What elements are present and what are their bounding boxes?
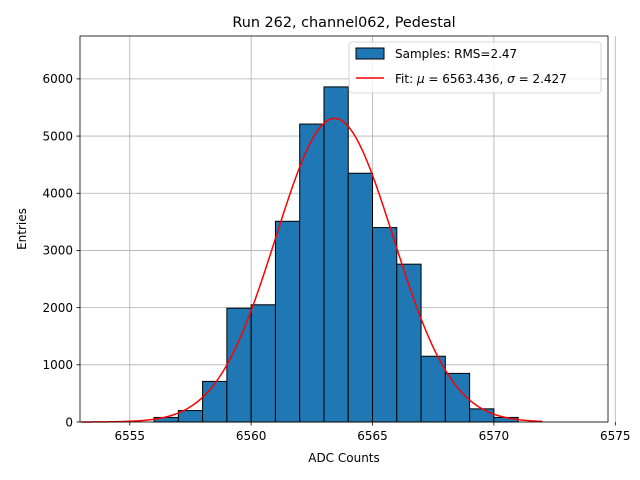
gaussian-fit-line (81, 117, 543, 423)
histogram-bar (372, 227, 398, 423)
x-axis: 6555 6560 6565 6570 6575 (114, 422, 631, 443)
histogram-bar (250, 304, 276, 423)
histogram-bar (347, 172, 374, 423)
histogram-bar (323, 86, 349, 423)
histogram-bar (299, 123, 325, 423)
x-tick-label: 6570 (479, 429, 510, 443)
chart-title: Run 262, channel062, Pedestal (232, 15, 455, 31)
legend-fit-sigma-symbol: σ (507, 72, 515, 86)
x-tick-label: 6555 (114, 429, 145, 443)
x-tick-label: 6565 (357, 429, 388, 443)
legend-fit-mu-value: = 6563.436, (425, 72, 508, 86)
x-axis-label: ADC Counts (308, 451, 380, 465)
y-tick-label: 5000 (42, 129, 73, 143)
legend-fit-mu-symbol: μ (416, 72, 425, 86)
legend-samples-swatch (355, 47, 385, 60)
y-tick-label: 3000 (42, 244, 73, 258)
histogram-bars (153, 86, 519, 423)
legend-box (348, 41, 602, 94)
legend-fit-sigma-value: = 2.427 (515, 72, 567, 86)
histogram-bar (396, 263, 422, 423)
histogram-bar (420, 355, 446, 423)
y-tick-label: 6000 (42, 72, 73, 86)
legend-samples-label: Samples: RMS=2.47 (395, 47, 517, 61)
y-axis: 0 1000 2000 3000 4000 5000 6000 (42, 72, 80, 429)
y-axis-label: Entries (15, 208, 29, 250)
legend: Samples: RMS=2.47 Fit: μ = 6563.436, σ =… (348, 41, 602, 94)
histogram-bar (202, 380, 228, 423)
histogram-bar (274, 220, 301, 423)
legend-fit-prefix: Fit: (395, 72, 417, 86)
y-tick-label: 4000 (42, 187, 73, 201)
legend-fit-label: Fit: μ = 6563.436, σ = 2.427 (395, 72, 567, 86)
plot-frame (79, 35, 609, 423)
y-tick-label: 0 (65, 415, 73, 429)
histogram-bar (469, 408, 495, 423)
y-tick-label: 1000 (42, 358, 73, 372)
x-tick-label: 6575 (600, 429, 631, 443)
histogram-bar (177, 410, 204, 423)
histogram-bar (444, 372, 471, 423)
x-tick-label: 6560 (236, 429, 267, 443)
y-tick-label: 2000 (42, 301, 73, 315)
histogram-bar (226, 307, 252, 423)
